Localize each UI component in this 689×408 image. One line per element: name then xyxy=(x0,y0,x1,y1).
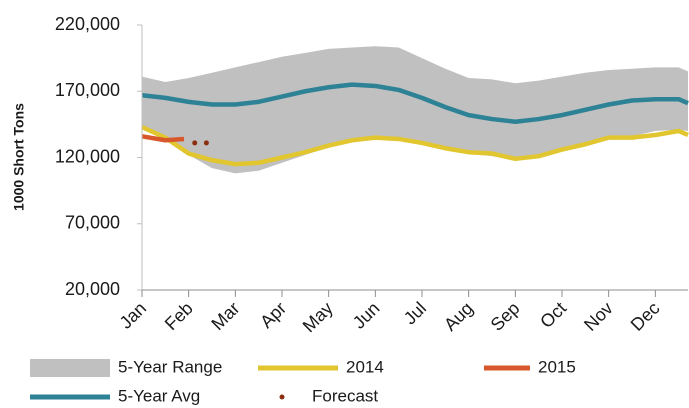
x-tick-label: Dec xyxy=(627,298,664,335)
y-tick-label: 120,000 xyxy=(55,146,120,166)
legend: 5-Year Range 2014 2015 5-Year Avg Forecast xyxy=(30,357,576,405)
x-tick-label: Feb xyxy=(161,298,197,334)
y-tick-label: 220,000 xyxy=(55,14,120,34)
x-tick-label: May xyxy=(299,298,337,336)
y-axis-title: 1000 Short Tons xyxy=(11,103,27,211)
y-tick-label: 20,000 xyxy=(65,279,120,299)
forecast-dot xyxy=(203,140,209,146)
legend-swatch xyxy=(279,394,285,400)
y-tick-label: 70,000 xyxy=(65,213,120,233)
x-tick-label: Aug xyxy=(440,298,477,335)
legend-label: 5-Year Range xyxy=(118,357,222,376)
x-tick-label: Jun xyxy=(349,298,384,333)
series-line xyxy=(141,82,689,124)
range-area xyxy=(142,46,688,174)
series-line xyxy=(141,124,689,167)
legend-label: 2015 xyxy=(538,357,576,376)
x-tick-label: Apr xyxy=(256,298,290,332)
y-tick-label: 170,000 xyxy=(55,80,120,100)
legend-label: 5-Year Avg xyxy=(118,386,200,405)
plot-area: 20,000 70,000 120,000 170,000 220,000 Jan Feb M… xyxy=(55,14,689,336)
x-tick-label: Mar xyxy=(207,298,243,334)
x-tick-label: Oct xyxy=(536,298,570,332)
legend-label: Forecast xyxy=(312,386,378,405)
forecast-dot xyxy=(192,140,198,146)
legend-swatch xyxy=(30,359,110,377)
series-line xyxy=(141,134,185,143)
legend-label: 2014 xyxy=(346,357,384,376)
x-tick-label: Nov xyxy=(580,298,617,335)
x-tick-label: Jan xyxy=(116,298,151,333)
x-tick-label: Sep xyxy=(487,298,524,335)
x-tick-label: Jul xyxy=(400,298,430,328)
